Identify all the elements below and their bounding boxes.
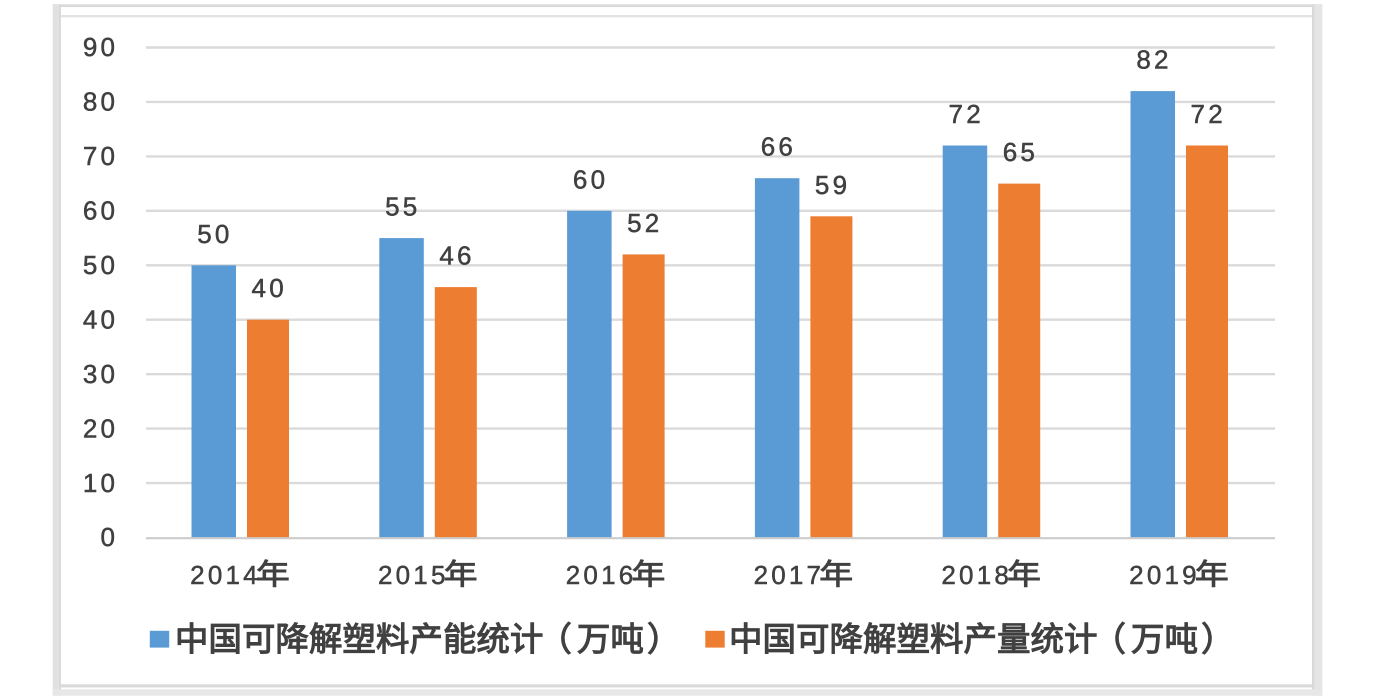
svg-text:46: 46 xyxy=(439,241,474,271)
svg-text:72: 72 xyxy=(949,99,984,129)
svg-text:55: 55 xyxy=(385,192,420,222)
svg-text:2015: 2015 xyxy=(378,560,449,590)
svg-text:65: 65 xyxy=(1003,137,1038,167)
svg-text:2019: 2019 xyxy=(1129,560,1200,590)
svg-text:50: 50 xyxy=(83,250,118,280)
svg-text:2018: 2018 xyxy=(941,560,1012,590)
svg-text:20: 20 xyxy=(83,413,118,443)
svg-text:90: 90 xyxy=(83,32,118,62)
svg-text:2014: 2014 xyxy=(190,560,261,590)
svg-text:40: 40 xyxy=(252,273,287,303)
svg-text:50: 50 xyxy=(197,219,232,249)
svg-text:2016: 2016 xyxy=(566,560,637,590)
svg-text:60: 60 xyxy=(83,196,118,226)
svg-text:82: 82 xyxy=(1136,45,1171,75)
svg-text:59: 59 xyxy=(815,170,850,200)
svg-text:2017: 2017 xyxy=(754,560,825,590)
svg-text:70: 70 xyxy=(83,141,118,171)
svg-text:80: 80 xyxy=(83,87,118,117)
svg-text:40: 40 xyxy=(83,304,118,334)
svg-text:66: 66 xyxy=(761,132,796,162)
svg-text:10: 10 xyxy=(83,468,118,498)
svg-text:52: 52 xyxy=(627,208,662,238)
svg-text:0: 0 xyxy=(101,522,119,552)
svg-text:60: 60 xyxy=(573,164,608,194)
svg-text:72: 72 xyxy=(1191,99,1226,129)
svg-text:30: 30 xyxy=(83,359,118,389)
